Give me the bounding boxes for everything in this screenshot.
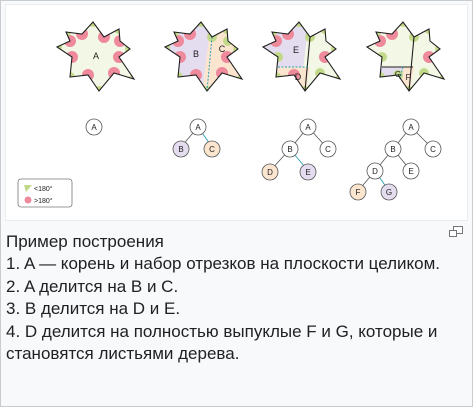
node-circle — [299, 163, 317, 181]
caption-step-2: 2. A делится на B и C. — [6, 276, 179, 296]
split-line — [408, 36, 415, 92]
tree-node: B — [172, 140, 190, 158]
svg-text:D: D — [372, 167, 378, 176]
legend-convex-label: <180° — [34, 185, 53, 193]
node-circle — [380, 183, 398, 201]
tree-node: D — [366, 162, 384, 180]
reflex-angle-icon — [24, 196, 32, 204]
svg-text:C: C — [325, 145, 331, 154]
node-circle — [203, 140, 221, 158]
svg-text:F: F — [356, 188, 361, 197]
bsp-diagram: A — [17, 21, 445, 208]
caption-title: Пример построения — [6, 232, 164, 251]
tree-node: E — [402, 162, 420, 180]
region-label: A — [93, 51, 99, 61]
svg-text:B: B — [287, 145, 292, 154]
legend-reflex-label: >180° — [34, 197, 53, 205]
svg-text:A: A — [91, 123, 97, 132]
caption-step-1: 1. A — корень и набор отрезков на плоско… — [6, 254, 441, 274]
node-circle — [172, 140, 190, 158]
stage-3: E D — [262, 21, 341, 92]
node-circle — [299, 118, 317, 136]
caption-step-3: 3. B делится на D и E. — [6, 299, 181, 319]
svg-text:E: E — [305, 168, 310, 177]
tree-node: E — [299, 163, 317, 181]
tree-node: A — [189, 118, 207, 136]
tree-node: D — [261, 163, 279, 181]
node-circle — [366, 162, 384, 180]
legend: <180° >180° — [17, 178, 73, 208]
tree-2: A B C — [172, 118, 221, 158]
node-circle — [261, 163, 279, 181]
convex-angle-icon — [24, 185, 32, 192]
region-label: E — [293, 45, 299, 55]
magnify-icon[interactable] — [449, 225, 463, 237]
svg-text:G: G — [386, 188, 392, 197]
node-circle — [402, 118, 420, 136]
stage-4: G F — [366, 21, 445, 92]
node-circle — [349, 183, 367, 201]
svg-text:A: A — [305, 123, 311, 132]
node-circle — [189, 118, 207, 136]
tree-node: B — [384, 140, 402, 158]
node-circle — [424, 140, 442, 158]
node-circle — [85, 118, 103, 136]
svg-text:A: A — [195, 123, 201, 132]
svg-text:B: B — [178, 145, 183, 154]
node-circle — [402, 162, 420, 180]
node-circle — [319, 140, 337, 158]
svg-text:B: B — [390, 145, 395, 154]
tree-1: A — [85, 118, 103, 136]
caption: Пример построения 1. A — корень и набор … — [6, 231, 468, 365]
stage-2: B C — [164, 21, 243, 92]
region-label: F — [406, 73, 411, 82]
region-label: C — [219, 44, 226, 54]
svg-text:E: E — [408, 167, 413, 176]
tree-node: C — [424, 140, 442, 158]
tree-node: A — [85, 118, 103, 136]
svg-text:D: D — [267, 168, 273, 177]
node-circle — [384, 140, 402, 158]
tree-node: A — [299, 118, 317, 136]
node-circle — [281, 140, 299, 158]
region-label: D — [295, 72, 302, 82]
tree-node: A — [402, 118, 420, 136]
svg-text:A: A — [408, 123, 414, 132]
bsp-figure: A — [5, 4, 468, 221]
tree-node: G — [380, 183, 398, 201]
tree-node: B — [281, 140, 299, 158]
tree-node: C — [203, 140, 221, 158]
tree-4: A B C D E — [349, 118, 442, 201]
tree-3: A B C D E — [261, 118, 337, 181]
svg-text:C: C — [209, 145, 215, 154]
region-label: G — [395, 70, 401, 79]
caption-step-4: 4. D делится на полностью выпуклые F и G… — [6, 321, 438, 364]
stage-1: A — [56, 21, 135, 92]
svg-text:C: C — [430, 145, 436, 154]
tree-node: C — [319, 140, 337, 158]
split-line — [304, 36, 311, 92]
tree-node: F — [349, 183, 367, 201]
region-label: B — [193, 49, 199, 59]
